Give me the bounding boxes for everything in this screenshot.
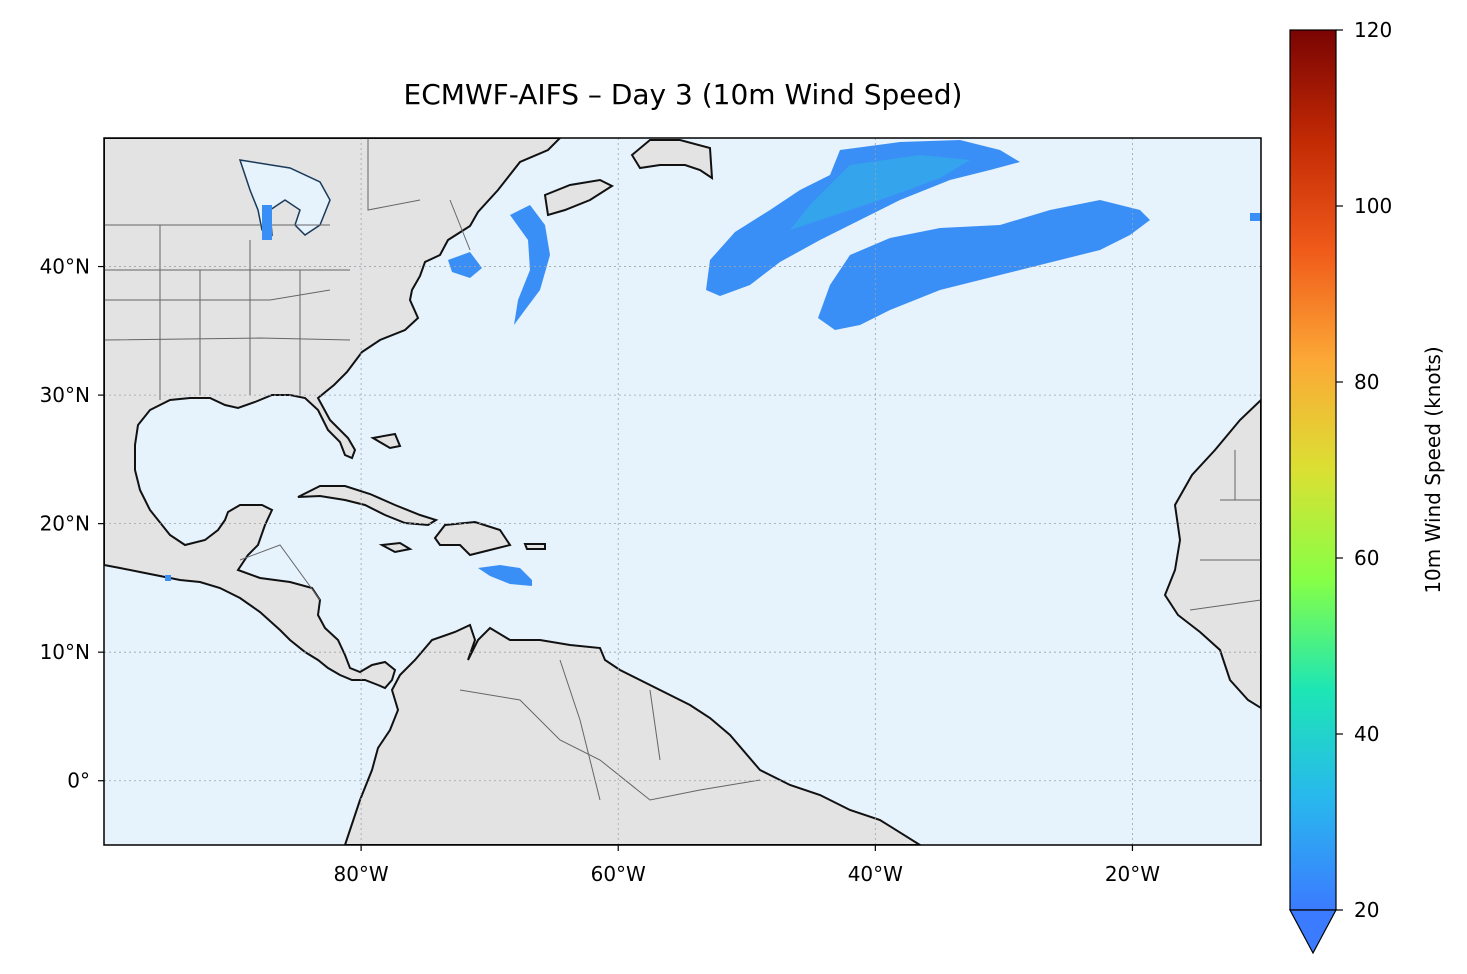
newfoundland-island bbox=[630, 139, 714, 180]
colorbar-ticks: 20 40 60 80 100 120 bbox=[1336, 18, 1392, 922]
lat-tick-label: 40°N bbox=[40, 255, 90, 279]
wind-region-mid-atlantic-south bbox=[818, 200, 1150, 330]
wind-region-east-edge bbox=[1250, 213, 1261, 221]
puerto-rico-island bbox=[523, 543, 546, 550]
map-frame bbox=[103, 137, 1262, 846]
colorbar-gradient bbox=[1289, 29, 1337, 911]
lat-tick-label: 30°N bbox=[40, 383, 90, 407]
map-title: ECMWF-AIFS – Day 3 (10m Wind Speed) bbox=[403, 78, 963, 111]
latitude-ticks: 40°N 30°N 20°N 10°N 0° bbox=[40, 255, 104, 793]
colorbar-tick-label: 80 bbox=[1354, 370, 1379, 394]
lon-tick-label: 60°W bbox=[591, 862, 646, 886]
lon-tick-label: 80°W bbox=[333, 862, 388, 886]
nova-scotia bbox=[543, 178, 615, 217]
colorbar-tick-label: 20 bbox=[1354, 898, 1379, 922]
colorbar-tick-label: 100 bbox=[1354, 194, 1392, 218]
cuba-island bbox=[297, 485, 439, 527]
colorbar-tick-label: 40 bbox=[1354, 722, 1379, 746]
lat-tick-label: 20°N bbox=[40, 512, 90, 536]
state-borders bbox=[104, 138, 1261, 801]
colorbar: 20 40 60 80 100 120 10m Wind Speed (knots) bbox=[1288, 18, 1445, 955]
longitude-ticks: 80°W 60°W 40°W 20°W bbox=[333, 845, 1160, 886]
colorbar-extend-min-triangle bbox=[1288, 909, 1338, 955]
colorbar-tick-label: 120 bbox=[1354, 18, 1392, 42]
bahamas-island bbox=[370, 432, 402, 450]
lon-tick-label: 20°W bbox=[1105, 862, 1160, 886]
africa-landmass bbox=[1163, 398, 1261, 710]
wind-region-mid-atlantic-north-core bbox=[790, 155, 970, 230]
hispaniola-island bbox=[433, 520, 512, 557]
jamaica-island bbox=[378, 541, 413, 554]
wind-region-us-coast bbox=[510, 205, 550, 325]
lon-tick-label: 40°W bbox=[848, 862, 903, 886]
wind-region-lake bbox=[262, 205, 272, 240]
colorbar-label: 10m Wind Speed (knots) bbox=[1421, 346, 1445, 593]
wind-region-mid-atlantic-north bbox=[706, 140, 1020, 296]
lat-tick-label: 0° bbox=[67, 769, 90, 793]
south-america-landmass bbox=[343, 623, 922, 845]
wind-region-nyc-offshore bbox=[448, 252, 482, 278]
north-america-landmass bbox=[104, 138, 562, 690]
wind-region-pacific bbox=[165, 575, 171, 581]
wind-region-caribbean bbox=[478, 565, 532, 586]
colorbar-tick-label: 60 bbox=[1354, 546, 1379, 570]
lat-tick-label: 10°N bbox=[40, 640, 90, 664]
